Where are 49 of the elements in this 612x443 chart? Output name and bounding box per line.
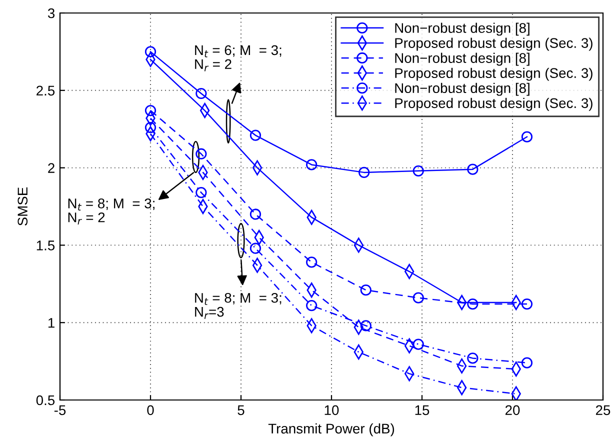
point — [360, 284, 372, 296]
point — [412, 338, 424, 350]
point — [306, 159, 318, 170]
point — [360, 320, 372, 332]
point — [250, 242, 262, 254]
legend-label: Non−robust design [8] — [395, 52, 530, 66]
point — [144, 104, 156, 116]
point — [306, 256, 318, 268]
x-tick-label: 10 — [324, 405, 339, 416]
legend-label: Non−robust design [8] — [395, 82, 530, 96]
point — [467, 164, 478, 175]
annotation: N$_{t}$ = 8; M = 3; N$_{r}$=3 — [195, 292, 282, 319]
y-tick-label: 0.5 — [36, 395, 55, 406]
legend-label: Proposed robust design (Sec. 3) — [395, 38, 592, 51]
y-tick-label: 1.5 — [36, 240, 55, 250]
point — [412, 292, 424, 304]
point — [521, 298, 533, 310]
x-tick-label: 20 — [505, 405, 520, 416]
point — [412, 165, 424, 176]
y-tick-label: 1 — [48, 318, 54, 328]
point — [467, 298, 478, 310]
y-axis-title: SMSE — [18, 187, 28, 226]
legend-label: Proposed robust design (Sec. 3) — [395, 68, 592, 81]
annotation: N$_{t}$ = 6; M = 3; N$_{r}$ = 2 — [195, 45, 282, 72]
point — [250, 130, 262, 141]
y-tick-label: 3 — [48, 8, 55, 18]
x-tick-label: 5 — [238, 405, 244, 416]
point — [196, 88, 207, 100]
x-tick-label: 25 — [596, 405, 610, 416]
x-tick-label: 15 — [415, 405, 430, 416]
point — [250, 208, 262, 220]
x-tick-label: -5 — [54, 405, 66, 416]
point — [144, 122, 156, 134]
point — [306, 300, 318, 312]
point — [144, 46, 156, 58]
point — [467, 352, 478, 364]
point — [521, 131, 533, 142]
point — [358, 166, 370, 178]
legend-label: Proposed robust design (Sec. 3) — [395, 98, 592, 111]
y-tick-label: 2 — [48, 163, 54, 173]
x-tick-label: 0 — [147, 405, 154, 416]
y-tick-label: 2.5 — [36, 86, 55, 96]
point — [521, 357, 533, 368]
annotation: N$_{t}$ = 8; M = 3; N$_{r}$ = 2 — [68, 198, 154, 224]
point — [511, 386, 521, 400]
point — [196, 187, 207, 198]
point — [196, 148, 207, 160]
x-axis-title: Transmit Power (dB) — [268, 423, 394, 436]
legend-label: Non−robust design [8] — [395, 22, 530, 36]
